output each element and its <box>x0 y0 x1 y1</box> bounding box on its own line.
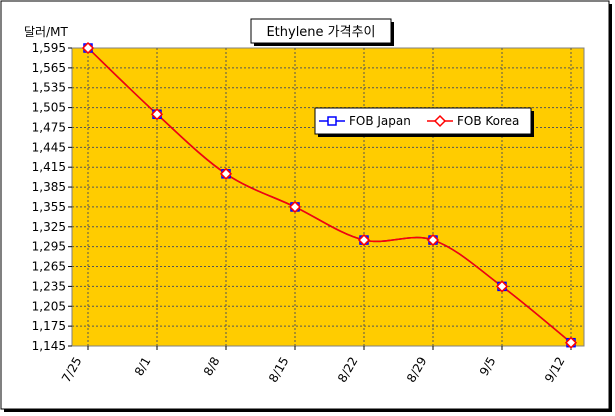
data-point-fob-korea <box>150 108 164 121</box>
chart-title: Ethylene 가격추이 <box>266 25 375 40</box>
data-point-fob-korea <box>288 200 302 213</box>
y-tick-label: 1,535 <box>32 81 66 95</box>
data-point-fob-korea <box>564 336 578 349</box>
y-tick-label: 1,325 <box>32 220 66 234</box>
y-tick-label: 1,565 <box>32 61 66 75</box>
y-tick-label: 1,265 <box>32 260 66 274</box>
legend: FOB Japan FOB Korea <box>314 107 534 137</box>
y-tick-label: 1,145 <box>32 339 66 353</box>
y-axis-label: 달러/MT <box>24 25 68 39</box>
data-point-fob-korea <box>81 41 95 55</box>
data-point-fob-korea <box>219 167 233 180</box>
data-point-fob-korea <box>357 233 371 247</box>
y-tick-label: 1,205 <box>32 299 66 313</box>
data-point-fob-korea <box>495 280 509 293</box>
series-markers <box>81 41 578 349</box>
chart-shadow-bottom <box>4 409 612 412</box>
y-tick-label: 1,175 <box>32 319 66 333</box>
y-tick-label: 1,475 <box>32 120 66 134</box>
chart-title-background <box>250 18 392 44</box>
y-tick-label: 1,505 <box>32 101 66 115</box>
legend-marker-fob-japan <box>327 116 337 126</box>
y-tick-label: 1,445 <box>32 140 66 154</box>
y-tick-label: 1,595 <box>32 41 66 55</box>
y-tick-label: 1,295 <box>32 240 66 254</box>
data-point-fob-korea <box>426 233 440 247</box>
y-tick-label: 1,415 <box>32 160 66 174</box>
legend-marker-fob-korea <box>433 114 447 128</box>
y-tick-label: 1,385 <box>32 180 66 194</box>
chart-shadow-right <box>609 4 612 411</box>
plot-area <box>71 47 585 347</box>
legend-label-fob-korea: FOB Korea <box>457 114 519 128</box>
legend-box <box>314 107 532 135</box>
chart-title-box: Ethylene 가격추이 <box>250 18 394 46</box>
y-tick-label: 1,235 <box>32 279 66 293</box>
y-axis-ticks: 1,145 1,175 1,205 1,235 1,265 1,295 1,325 1,355… <box>32 41 72 353</box>
legend-label-fob-japan: FOB Japan <box>349 114 411 128</box>
y-tick-label: 1,355 <box>32 200 66 214</box>
